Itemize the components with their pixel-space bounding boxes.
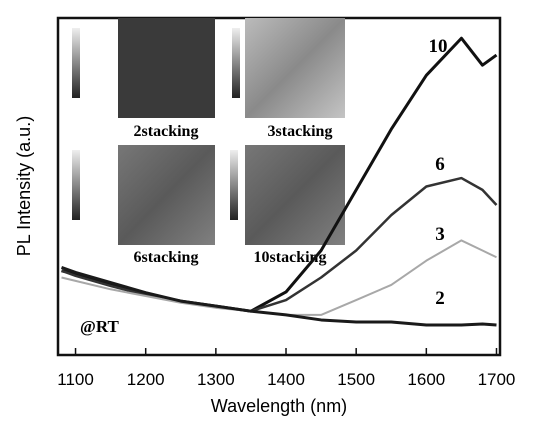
colorbar xyxy=(232,28,240,98)
afm-image xyxy=(118,145,215,245)
inset-caption: 2stacking xyxy=(134,123,199,140)
colorbar xyxy=(72,28,80,98)
chart: 2stacking 3stacking 6stacking 10stacking… xyxy=(0,0,543,424)
x-tick-label: 1700 xyxy=(478,370,516,389)
afm-image xyxy=(118,18,215,118)
x-tick-label: 1200 xyxy=(127,370,165,389)
inset-caption: 6stacking xyxy=(134,249,199,266)
inset-caption: 3stacking xyxy=(268,123,333,140)
afm-image xyxy=(245,145,345,245)
series-label: 2 xyxy=(435,288,445,309)
x-tick-label: 1600 xyxy=(407,370,445,389)
series-label: 3 xyxy=(435,224,445,245)
x-tick-label: 1100 xyxy=(57,370,94,389)
x-tick-label: 1500 xyxy=(337,370,375,389)
series-label: 10 xyxy=(429,36,448,57)
x-tick-label: 1400 xyxy=(267,370,305,389)
x-axis-label: Wavelength (nm) xyxy=(211,396,347,416)
colorbar xyxy=(72,150,80,220)
colorbar xyxy=(230,150,238,220)
afm-image xyxy=(245,18,345,118)
x-tick-label: 1300 xyxy=(197,370,235,389)
series-label: 6 xyxy=(435,154,445,175)
annotation: @RT xyxy=(80,317,119,336)
y-axis-label: PL Intensity (a.u.) xyxy=(14,116,34,256)
